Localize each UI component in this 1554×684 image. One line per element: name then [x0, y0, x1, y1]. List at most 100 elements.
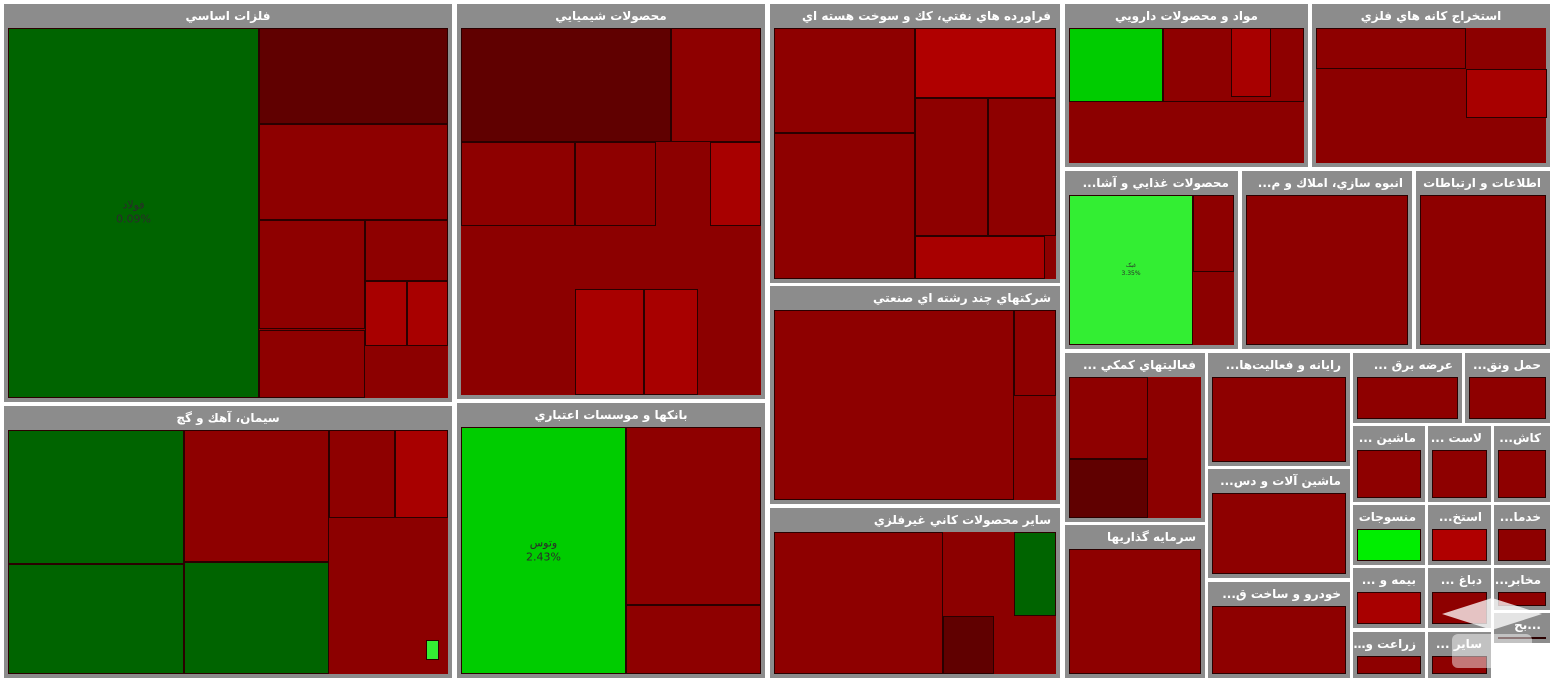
stock-tile[interactable]	[1466, 69, 1547, 118]
stock-tile[interactable]: فولاد 0.09%	[8, 28, 259, 398]
stock-tile[interactable]	[575, 142, 656, 226]
stock-tile[interactable]	[329, 430, 395, 518]
stock-tile[interactable]	[1432, 529, 1487, 561]
stock-tile[interactable]	[1357, 377, 1458, 419]
stock-tile[interactable]	[1357, 450, 1421, 498]
sector-tiles	[1357, 450, 1421, 498]
stock-tile[interactable]	[1069, 549, 1201, 674]
sector-panel[interactable]: ماشين ...	[1353, 426, 1425, 502]
stock-tile[interactable]	[1193, 195, 1234, 272]
sector-tiles	[1357, 592, 1421, 624]
stock-tile[interactable]	[407, 281, 448, 346]
stock-tile[interactable]	[1246, 195, 1408, 345]
sector-panel[interactable]: انبوه سازي، املاك و م...	[1242, 171, 1412, 349]
stock-tile[interactable]	[943, 616, 994, 674]
stock-tile[interactable]	[1432, 656, 1487, 674]
stock-tile[interactable]	[1432, 450, 1487, 498]
stock-tile[interactable]	[1420, 195, 1546, 345]
stock-tile[interactable]	[8, 430, 184, 564]
stock-tile[interactable]	[1212, 606, 1346, 674]
sector-panel[interactable]: مواد و محصولات دارويي	[1065, 4, 1308, 167]
sector-panel[interactable]: محصولات غذايي و آشا... غبک 3.35%	[1065, 171, 1238, 349]
sector-panel[interactable]: خودرو و ساخت ق...	[1208, 582, 1350, 678]
stock-tile[interactable]	[259, 330, 365, 398]
sector-panel[interactable]: بيمه و ...	[1353, 568, 1425, 628]
sector-panel[interactable]: فعاليتهاي كمكي ...	[1065, 353, 1205, 522]
stock-tile[interactable]	[461, 28, 671, 142]
stock-tile[interactable]	[184, 562, 329, 674]
sector-panel[interactable]: ساير محصولات كاني غيرفلزي	[770, 508, 1060, 678]
sector-title: رايانه و فعاليت‌ها...	[1225, 358, 1341, 372]
stock-tile[interactable]	[915, 28, 1056, 98]
sector-panel[interactable]: محصولات شيميايي	[457, 4, 765, 399]
stock-tile[interactable]	[1357, 529, 1421, 561]
sector-panel[interactable]: حمل ونق...	[1465, 353, 1550, 423]
stock-tile[interactable]	[774, 310, 1014, 500]
stock-tile[interactable]	[365, 220, 448, 281]
stock-tile[interactable]	[1014, 310, 1056, 396]
stock-tile[interactable]	[1212, 493, 1346, 574]
stock-tile[interactable]	[1014, 532, 1056, 616]
sector-tiles	[1212, 606, 1346, 674]
sector-panel[interactable]: زراعت و ...	[1353, 632, 1425, 678]
stock-tile[interactable]	[1069, 459, 1148, 518]
sector-tiles	[1498, 592, 1546, 606]
stock-tile[interactable]	[671, 28, 761, 142]
sector-panel[interactable]: بانكها و موسسات اعتباري وتوس 2.43%	[457, 403, 765, 678]
sector-panel[interactable]: خدما...	[1494, 505, 1550, 565]
sector-tiles	[1498, 637, 1546, 639]
stock-tile[interactable]	[1212, 377, 1346, 462]
sector-panel[interactable]: فلزات اساسي فولاد 0.09%	[4, 4, 452, 402]
stock-tile[interactable]	[8, 564, 184, 674]
stock-tile[interactable]	[626, 427, 761, 605]
stock-tile[interactable]	[395, 430, 448, 518]
sector-panel[interactable]: شركتهاي چند رشته اي صنعتي	[770, 286, 1060, 504]
stock-tile[interactable]	[426, 640, 439, 660]
stock-tile[interactable]	[1316, 28, 1466, 69]
sector-panel[interactable]: عرضه برق ...	[1353, 353, 1462, 423]
stock-tile[interactable]	[988, 98, 1056, 236]
sector-panel[interactable]: اطلاعات و ارتباطات	[1416, 171, 1550, 349]
stock-tile[interactable]	[1498, 637, 1546, 639]
stock-tile[interactable]: غبک 3.35%	[1069, 195, 1193, 345]
sector-panel[interactable]: سيمان، آهك و گچ	[4, 406, 452, 678]
stock-tile[interactable]	[575, 289, 644, 395]
stock-tile[interactable]	[774, 532, 943, 674]
stock-tile[interactable]	[915, 236, 1045, 279]
stock-tile[interactable]	[259, 220, 365, 329]
stock-tile[interactable]	[1357, 656, 1421, 674]
sector-panel[interactable]: كاش...	[1494, 426, 1550, 502]
stock-tile[interactable]	[461, 142, 575, 226]
sector-panel[interactable]: فراورده هاي نفتي، كك و سوخت هسته اي	[770, 4, 1060, 283]
stock-tile[interactable]	[710, 142, 761, 226]
sector-title: فعاليتهاي كمكي ...	[1082, 358, 1196, 372]
stock-tile[interactable]	[774, 28, 915, 133]
stock-tile[interactable]	[1231, 28, 1271, 97]
sector-panel[interactable]: ماشين آلات و دس...	[1208, 469, 1350, 578]
sector-panel[interactable]: ساير ...	[1428, 632, 1491, 678]
stock-tile[interactable]	[259, 28, 448, 124]
stock-tile[interactable]	[1069, 377, 1148, 459]
sector-title: لاست ...	[1430, 431, 1482, 445]
stock-tile[interactable]	[1498, 592, 1546, 606]
sector-panel[interactable]: استخراج كانه هاي فلزي	[1312, 4, 1550, 167]
stock-tile[interactable]	[774, 133, 915, 279]
stock-tile[interactable]	[365, 281, 407, 346]
sector-panel[interactable]: استخ...	[1428, 505, 1491, 565]
stock-tile[interactable]	[1069, 28, 1163, 102]
stock-tile[interactable]	[915, 98, 988, 236]
stock-tile[interactable]	[1498, 450, 1546, 498]
sector-panel[interactable]: رايانه و فعاليت‌ها...	[1208, 353, 1350, 466]
sector-title: اطلاعات و ارتباطات	[1423, 176, 1541, 190]
stock-tile[interactable]: وتوس 2.43%	[461, 427, 626, 674]
stock-tile[interactable]	[259, 124, 448, 220]
stock-tile[interactable]	[1357, 592, 1421, 624]
sector-panel[interactable]: منسوجات	[1353, 505, 1425, 565]
sector-panel[interactable]: لاست ...	[1428, 426, 1491, 502]
stock-tile[interactable]	[626, 605, 761, 674]
sector-panel[interactable]: سرمايه گذاريها	[1065, 525, 1205, 678]
stock-tile[interactable]	[184, 430, 329, 562]
stock-tile[interactable]	[644, 289, 698, 395]
stock-tile[interactable]	[1469, 377, 1546, 419]
stock-tile[interactable]	[1498, 529, 1546, 561]
